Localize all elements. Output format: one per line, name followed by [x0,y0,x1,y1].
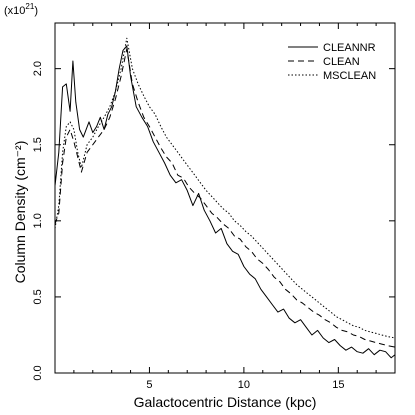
y-tick-label: 0.0 [32,365,44,380]
plot-area: 5 10 15 0.0 0.5 1.0 1.5 2.0 CLEANNR CLEAN MSCLEAN [32,22,396,391]
y-scale-note-base: (x10 [4,5,25,17]
y-axis-label: Column Density (cm⁻²) [12,141,28,284]
legend-label-cleannr: CLEANNR [323,42,376,54]
series-line-clean [54,48,396,348]
y-scale-note: (x1021) [4,2,38,17]
legend-label-clean: CLEAN [323,56,360,68]
y-tick-label: 1.5 [32,137,44,152]
legend-label-msclean: MSCLEAN [323,70,376,82]
y-scale-note-close: ) [34,5,38,17]
series-line-msclean [54,37,396,339]
y-tick-label: 2.0 [32,61,44,76]
series-line-cleannr [54,45,396,359]
x-tick-label: 10 [238,379,250,391]
y-scale-note-exponent: 21 [25,2,34,11]
y-tick-label: 0.5 [32,289,44,304]
x-axis-label: Galactocentric Distance (kpc) [134,394,317,410]
y-tick-label: 1.0 [32,213,44,228]
x-tick-label: 5 [146,379,152,391]
x-tick-label: 15 [332,379,344,391]
